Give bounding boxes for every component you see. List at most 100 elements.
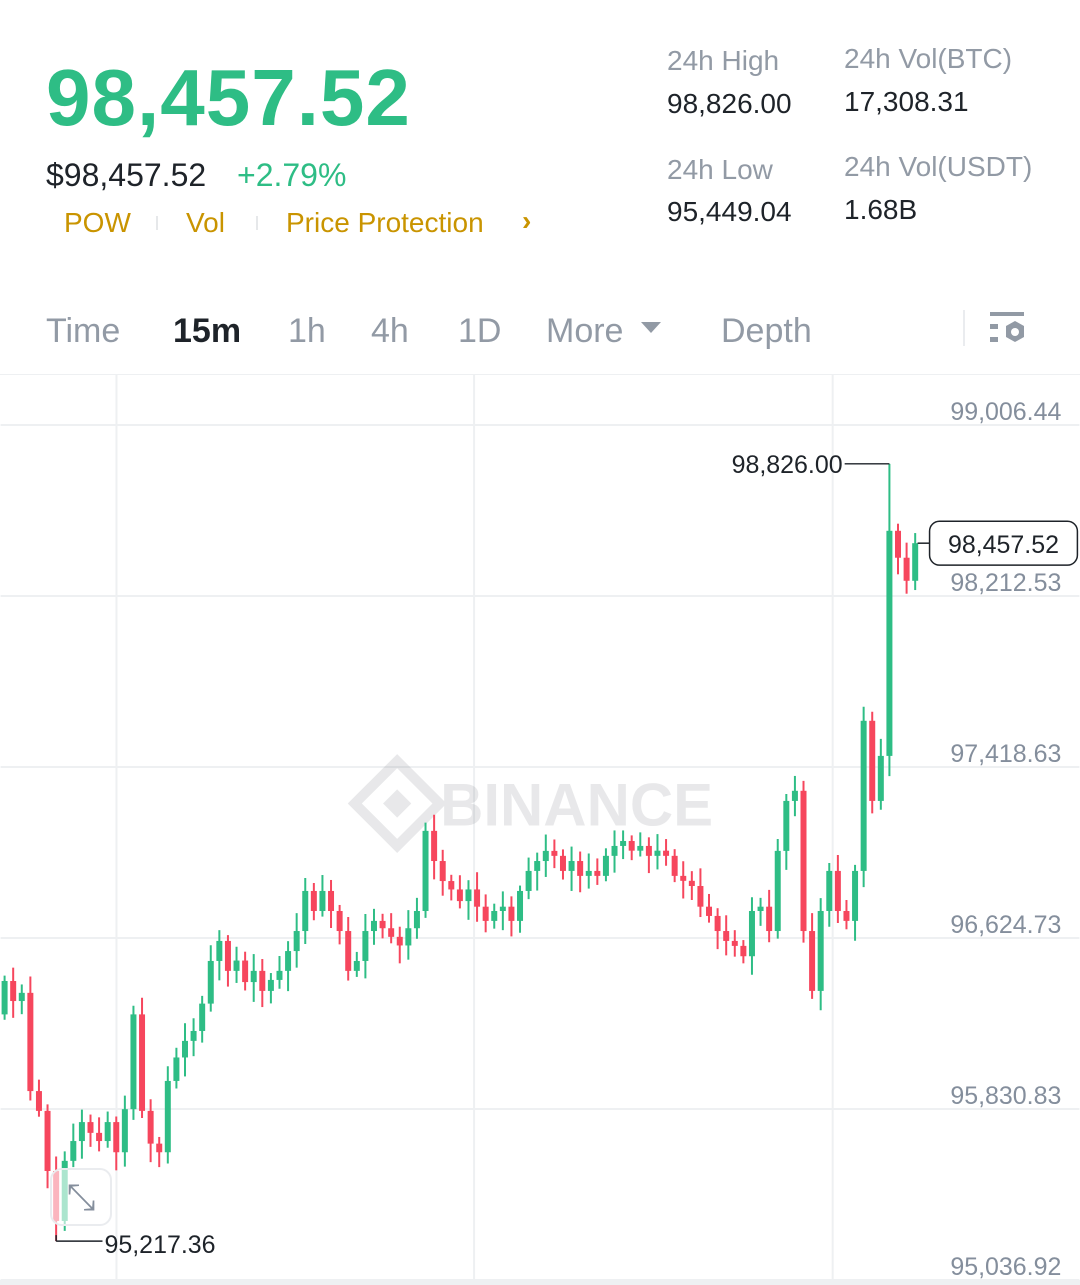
candle-body [345,931,352,971]
candle-body [276,970,283,980]
candle-body [577,861,584,876]
candle-body [852,870,859,921]
tag-vol[interactable]: Vol [186,207,225,238]
tab-depth[interactable]: Depth [721,312,812,350]
candle-body [542,850,549,862]
y-tick-label: 97,418.63 [950,740,1061,768]
candle-body [259,970,266,991]
candle-body [96,1132,103,1142]
candle-body [104,1122,111,1142]
low-label: 95,217.36 [104,1231,215,1259]
candle-body [139,1014,146,1111]
tag-pow[interactable]: POW [64,207,131,238]
candle-body [224,940,231,971]
candle-body [422,830,429,911]
candle-body [723,931,730,941]
candle-body [568,861,575,871]
tab-4h[interactable]: 4h [371,312,409,350]
chart-settings-icon[interactable] [988,308,1028,348]
usd-price: $98,457.52 [46,157,207,193]
tag-price-protection[interactable]: Price Protection [286,207,484,238]
candle-body [766,906,773,932]
candle-body [233,960,240,971]
candle-body [242,960,249,983]
candle-body [405,928,412,946]
candle-body [35,1091,42,1111]
candle-body [688,880,695,887]
candle-body [396,936,403,946]
candle-body [869,720,876,801]
divider [963,310,965,346]
candle-body [559,855,566,871]
candle-body [714,915,721,932]
expand-icon[interactable]: ⤡ [50,1168,112,1226]
candle-body [362,931,369,961]
candle-body [431,830,438,862]
candle-body [121,1109,128,1153]
candle-body [757,906,764,911]
candle-body [285,951,292,971]
candle-body [834,870,841,911]
divider [256,216,258,230]
tab-more[interactable]: More [546,312,624,350]
stat-label: 24h Vol(USDT) [844,151,1033,182]
chevron-right-icon[interactable]: › [522,205,532,236]
caret-down-icon[interactable] [641,322,661,333]
y-tick-label: 98,212.53 [950,569,1061,597]
candle-body [706,906,713,916]
tab-1h[interactable]: 1h [288,312,326,350]
candle-body [353,960,360,971]
candle-body [886,530,893,756]
candle-body [18,992,25,1002]
candle-body [474,889,481,907]
stat-value: 98,826.00 [667,88,792,119]
candle-body [551,850,558,856]
stat-value: 95,449.04 [667,196,792,227]
stat-label: 24h Low [667,154,773,185]
candle-body [517,890,524,921]
candle-body [482,906,489,921]
candle-body [628,840,635,851]
stat-label: 24h High [667,45,780,76]
candle-body [250,970,257,983]
candle-body [199,1003,206,1031]
price-change: +2.79% [237,157,347,193]
candle-body [156,1143,163,1153]
current-price-box [928,520,1079,566]
divider [156,216,158,230]
candle-body [173,1057,180,1081]
binance-watermark: BINANCE [347,754,713,853]
candle-body [791,790,798,801]
candle-body [70,1141,77,1161]
candle-body [267,979,274,991]
candle-body [826,870,833,911]
candle-body [491,910,498,921]
candle-body [44,1110,51,1171]
candle-body [310,890,317,911]
candle-body [671,855,678,876]
candle-body [78,1122,85,1142]
candle-body [817,910,824,991]
candle-body [413,910,420,929]
candle-body [10,981,17,1002]
tab-15m[interactable]: 15m [173,312,242,350]
candle-body [680,875,687,881]
tab-1d[interactable]: 1D [458,312,502,350]
candle-body [800,790,807,932]
candle-body [637,845,644,851]
candle-body [302,890,309,932]
candle-body [293,931,300,952]
candle-body [336,910,343,932]
candle-body [740,945,747,957]
candle-body [190,1030,197,1041]
tab-time[interactable]: Time [46,312,121,350]
candle-body [697,886,704,907]
candle-body [27,992,34,1092]
candle-body [912,543,919,581]
last-price: 98,457.52 [46,53,411,142]
candle-body [585,870,592,876]
candle-body [465,889,472,902]
candlestick-chart[interactable]: BINANCE 99,006.44 98,212.53 97,418.63 96,62… [0,374,1080,1280]
y-tick-label: 99,006.44 [950,398,1061,426]
candle-body [379,920,386,929]
